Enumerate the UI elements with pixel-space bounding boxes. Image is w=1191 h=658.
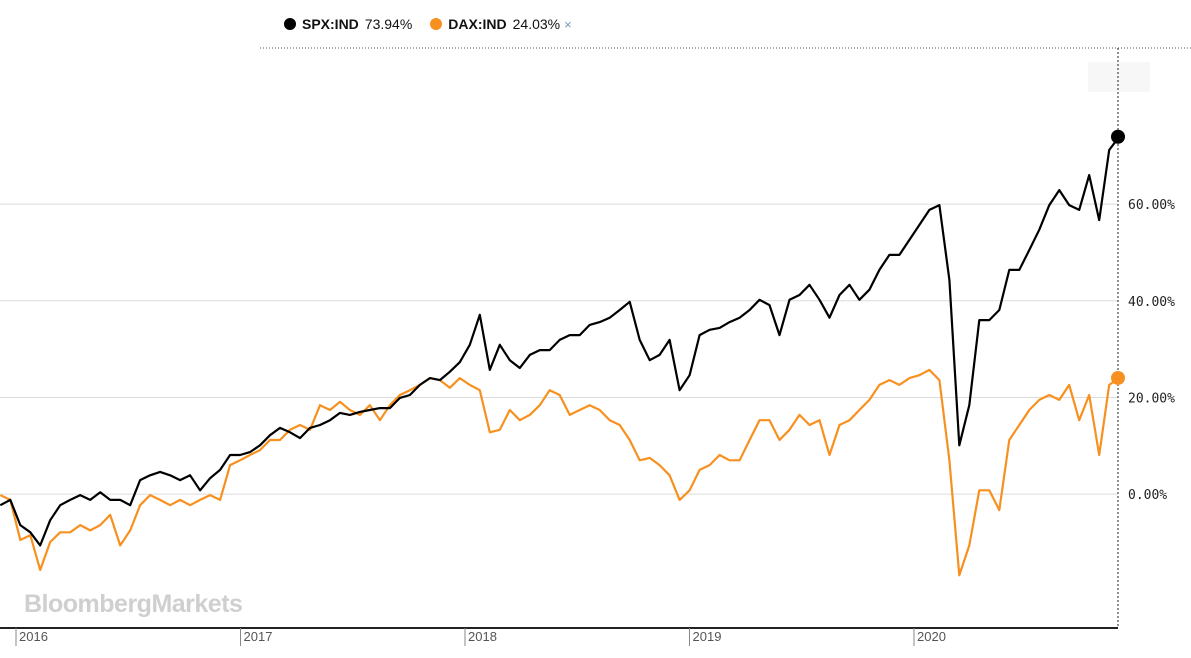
tooltip-placeholder [1088, 62, 1150, 92]
remove-series-close-icon[interactable]: × [564, 16, 572, 32]
x-tick-label: 2018 [468, 629, 497, 644]
x-tick-label: 2020 [917, 629, 946, 644]
legend-ticker: DAX:IND [448, 16, 507, 32]
legend-ticker: SPX:IND [302, 16, 359, 32]
y-tick-label: 0.00% [1128, 488, 1167, 503]
spx-dot-icon [284, 18, 296, 30]
x-tick-label: 2016 [19, 629, 48, 644]
y-tick-label: 40.00% [1128, 295, 1175, 310]
series-end-marker-spx [1111, 129, 1125, 144]
series-line-spx [0, 136, 1121, 547]
legend-item-dax[interactable]: DAX:IND 24.03% [430, 16, 560, 32]
series-line-dax [0, 368, 1120, 577]
y-tick-label: 60.00% [1128, 198, 1175, 213]
dax-dot-icon [430, 18, 443, 30]
legend-value: 73.94% [364, 16, 413, 32]
x-tick-label: 2019 [693, 629, 722, 644]
series-end-marker-dax [1111, 370, 1125, 385]
legend-item-spx[interactable]: SPX:IND 73.94% [284, 16, 412, 32]
y-tick-label: 20.00% [1128, 391, 1175, 406]
legend-value: 24.03% [512, 16, 561, 32]
chart-legend: SPX:IND 73.94% DAX:IND 24.03% × [284, 16, 572, 32]
x-tick-label: 2017 [244, 629, 273, 644]
bloomberg-markets-logo: BloombergMarkets [24, 590, 242, 618]
